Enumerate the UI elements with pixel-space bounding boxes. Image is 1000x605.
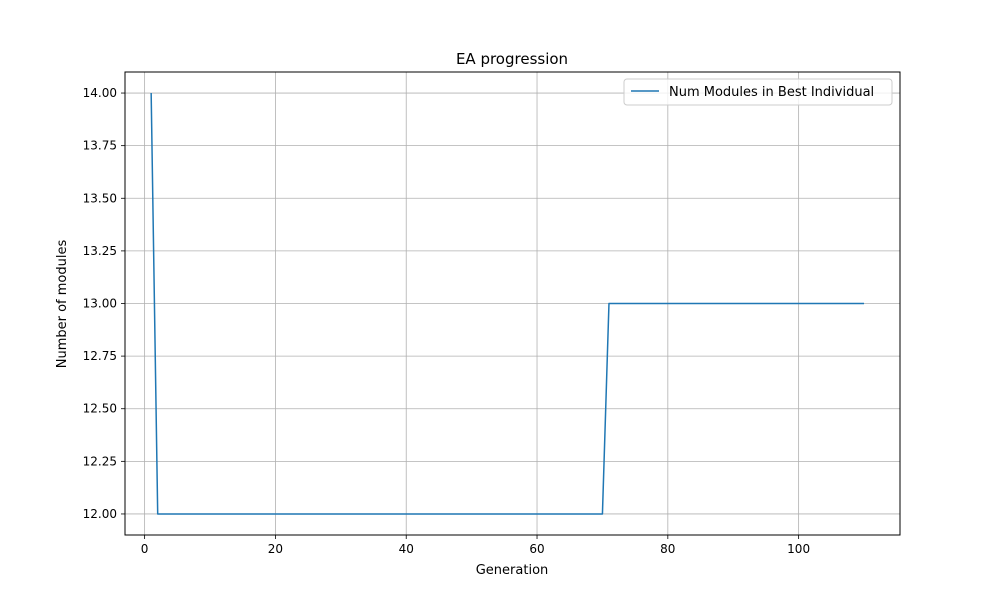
ticks: 0 20 40 60 80 100 12.00 12.25 12.50 12.75 13.00 13.…: [83, 86, 810, 556]
series-line: [150, 93, 865, 515]
series-lines: [150, 93, 865, 515]
x-tick-label: 80: [660, 542, 675, 556]
x-tick-label: 40: [399, 542, 414, 556]
x-tick-label: 100: [787, 542, 810, 556]
y-tick-label: 13.75: [83, 139, 117, 153]
legend-box: [623, 78, 893, 106]
legend-label: Num Modules in Best Individual: [669, 85, 874, 100]
y-tick-label: 13.25: [83, 244, 117, 258]
x-tick-label: 20: [268, 542, 283, 556]
x-tick-label: 60: [529, 542, 544, 556]
y-tick-label: 13.50: [83, 191, 117, 205]
y-tick-label: 12.00: [83, 507, 117, 521]
y-tick-label: 12.25: [83, 454, 117, 468]
y-tick-label: 12.50: [83, 402, 117, 416]
y-tick-label: 12.75: [83, 349, 117, 363]
y-axis-label: Number of modules: [55, 240, 70, 369]
x-tick-label: 0: [141, 542, 149, 556]
y-tick-label: 14.00: [83, 86, 117, 100]
legend: Num Modules in Best Individual: [623, 78, 893, 106]
chart-title: EA progression: [456, 50, 568, 68]
y-tick-label: 13.00: [83, 297, 117, 311]
x-axis-label: Generation: [476, 563, 549, 578]
